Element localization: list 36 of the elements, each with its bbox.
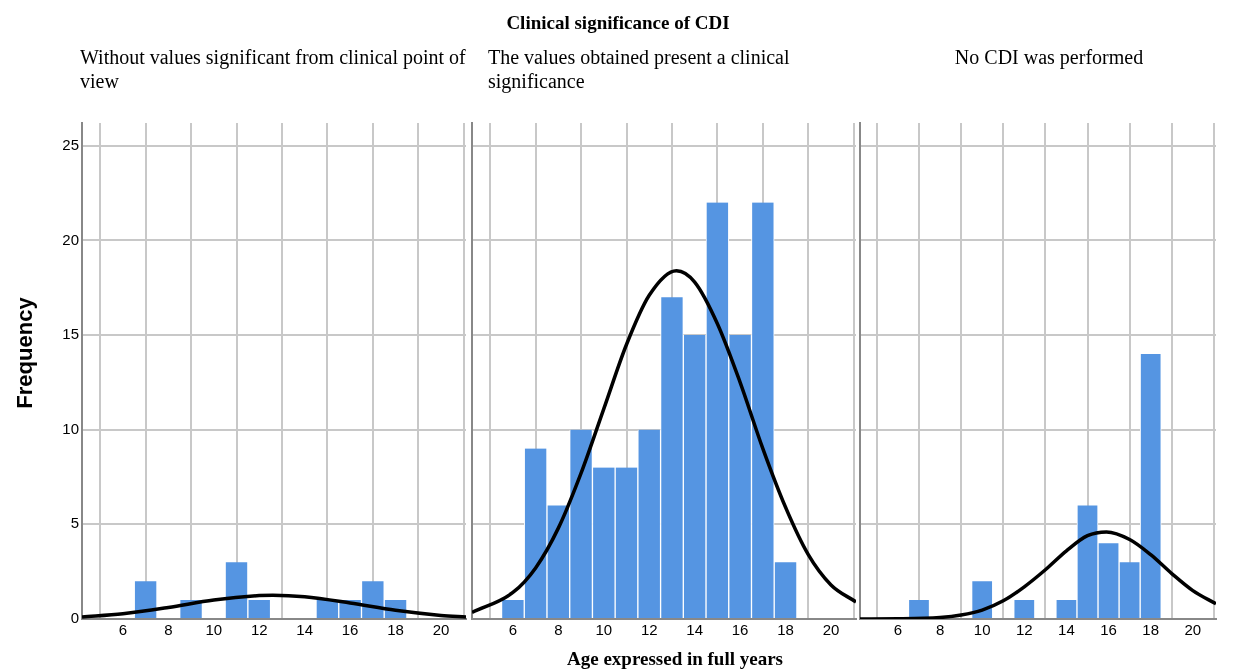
x-tick-label: 18 <box>777 621 794 639</box>
x-tick-label: 14 <box>296 621 314 639</box>
chart-subtitle: Without values significant from clinical point of view <box>79 45 467 93</box>
x-tick-label: 10 <box>595 621 613 639</box>
x-tick-label: 20 <box>1184 621 1202 639</box>
x-tick-label: 8 <box>935 621 945 639</box>
x-tick-label: 6 <box>893 621 903 639</box>
y-tick-label: 15 <box>62 325 79 343</box>
x-tick-label: 6 <box>508 621 518 639</box>
y-tick-label: 5 <box>70 514 79 532</box>
x-tick-label: 12 <box>250 621 268 639</box>
y-tick-label: 0 <box>70 609 79 627</box>
x-tick-label: 10 <box>973 621 991 639</box>
chart-subtitle: No CDI was performed <box>953 45 1145 69</box>
x-tick-label: 18 <box>1142 621 1160 639</box>
x-tick-label: 12 <box>1015 621 1033 639</box>
x-tick-label: 14 <box>1058 621 1075 639</box>
x-tick-label: 16 <box>731 621 749 639</box>
x-tick-label: 18 <box>387 621 404 639</box>
x-tick-label: 12 <box>640 621 658 639</box>
chart-subtitle: The values obtained present a clinical significance <box>487 45 791 93</box>
x-axis-title: Age expressed in full years <box>566 648 784 670</box>
x-tick-label: 14 <box>686 621 704 639</box>
x-tick-label: 6 <box>118 621 128 639</box>
x-tick-label: 8 <box>164 621 173 639</box>
y-tick-label: 20 <box>62 230 79 248</box>
y-tick-label: 25 <box>62 135 79 153</box>
x-tick-label: 16 <box>1100 621 1117 639</box>
x-tick-label: 16 <box>341 621 359 639</box>
x-tick-label: 8 <box>554 621 563 639</box>
y-axis-title: Frequency <box>12 296 38 411</box>
chart-title: Clinical significance of CDI <box>505 12 731 34</box>
x-tick-label: 20 <box>822 621 840 639</box>
x-tick-label: 20 <box>432 621 450 639</box>
y-tick-label: 10 <box>62 419 79 437</box>
x-tick-label: 10 <box>205 621 223 639</box>
